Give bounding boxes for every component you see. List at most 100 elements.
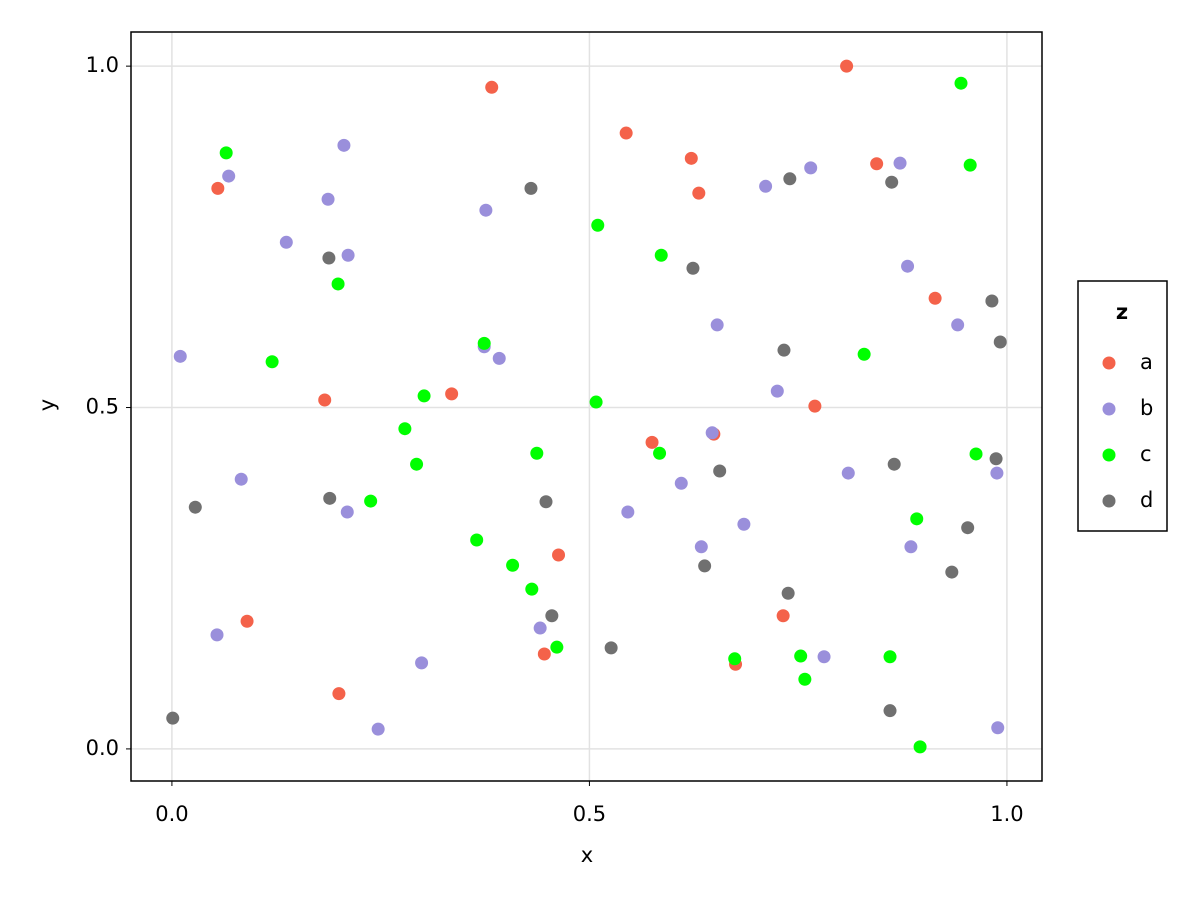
x-tick-label: 1.0 <box>990 802 1023 826</box>
data-point <box>783 172 797 186</box>
x-tick-label: 0.5 <box>573 802 606 826</box>
legend-label: a <box>1140 350 1153 374</box>
data-point <box>211 181 225 195</box>
x-axis-label: x <box>581 843 593 867</box>
data-point <box>479 203 493 217</box>
data-point <box>415 656 429 670</box>
data-point <box>686 261 700 275</box>
data-point <box>240 614 254 628</box>
data-point <box>653 446 667 460</box>
data-point <box>604 641 618 655</box>
x-tick-label: 0.0 <box>155 802 188 826</box>
data-point <box>713 464 727 478</box>
legend-title: z <box>1116 300 1128 324</box>
data-point <box>841 466 855 480</box>
y-tick-label: 0.5 <box>86 395 119 419</box>
data-point <box>645 435 659 449</box>
data-point <box>219 146 233 160</box>
data-point <box>341 248 355 262</box>
data-point <box>883 704 897 718</box>
data-point <box>794 649 808 663</box>
data-point <box>674 476 688 490</box>
data-point <box>533 621 547 635</box>
data-point <box>222 169 236 183</box>
data-point <box>991 721 1005 735</box>
data-point <box>545 609 559 623</box>
legend-marker <box>1102 448 1116 462</box>
data-point <box>928 291 942 305</box>
data-point <box>550 640 564 654</box>
data-point <box>885 175 899 189</box>
data-point <box>990 466 1004 480</box>
legend-label: b <box>1140 396 1153 420</box>
data-point <box>188 500 202 514</box>
y-axis-label: y <box>35 399 59 411</box>
data-point <box>808 399 822 413</box>
data-point <box>619 126 633 140</box>
data-point <box>710 318 724 332</box>
data-point <box>904 540 918 554</box>
data-point <box>951 318 965 332</box>
data-point <box>840 59 854 73</box>
data-point <box>901 259 915 273</box>
legend-label: d <box>1140 488 1153 512</box>
plot-frame <box>130 31 1043 782</box>
data-point <box>945 565 959 579</box>
data-point <box>798 672 812 686</box>
data-point <box>728 652 742 666</box>
data-point <box>552 548 566 562</box>
data-point <box>989 452 1003 466</box>
legend-marker <box>1102 356 1116 370</box>
data-point <box>265 355 279 369</box>
data-point <box>470 533 484 547</box>
data-point <box>776 609 790 623</box>
data-point <box>969 447 983 461</box>
legend-label: c <box>1140 442 1152 466</box>
data-point <box>537 647 551 661</box>
data-point <box>337 138 351 152</box>
data-point <box>870 157 884 171</box>
data-point <box>684 151 698 165</box>
data-point <box>506 558 520 572</box>
data-point <box>961 521 975 535</box>
data-point <box>332 687 346 701</box>
data-point <box>322 251 336 265</box>
data-point <box>371 722 385 736</box>
data-point <box>985 294 999 308</box>
data-point <box>485 80 499 94</box>
data-point <box>340 505 354 519</box>
data-point <box>210 628 224 642</box>
data-point <box>963 158 977 172</box>
data-point <box>331 277 345 291</box>
data-point <box>993 335 1007 349</box>
data-point <box>759 179 773 193</box>
data-point <box>173 349 187 363</box>
data-point <box>654 248 668 262</box>
data-point <box>492 351 506 365</box>
data-point <box>417 389 431 403</box>
data-point <box>410 457 424 471</box>
data-point <box>883 650 897 664</box>
data-point <box>694 540 708 554</box>
data-point <box>777 343 791 357</box>
data-point <box>621 505 635 519</box>
data-point <box>398 422 412 436</box>
data-point <box>525 582 539 596</box>
data-point <box>737 517 751 531</box>
data-point <box>910 512 924 526</box>
data-point <box>279 235 293 249</box>
data-point <box>321 192 335 206</box>
data-point <box>781 586 795 600</box>
data-point <box>364 494 378 508</box>
data-point <box>817 650 831 664</box>
legend-box <box>1077 280 1168 532</box>
data-point <box>913 740 927 754</box>
data-point <box>692 186 706 200</box>
data-point <box>591 218 605 232</box>
data-point <box>166 711 180 725</box>
data-point <box>445 387 459 401</box>
data-point <box>770 384 784 398</box>
data-point <box>234 472 248 486</box>
data-point <box>477 336 491 350</box>
